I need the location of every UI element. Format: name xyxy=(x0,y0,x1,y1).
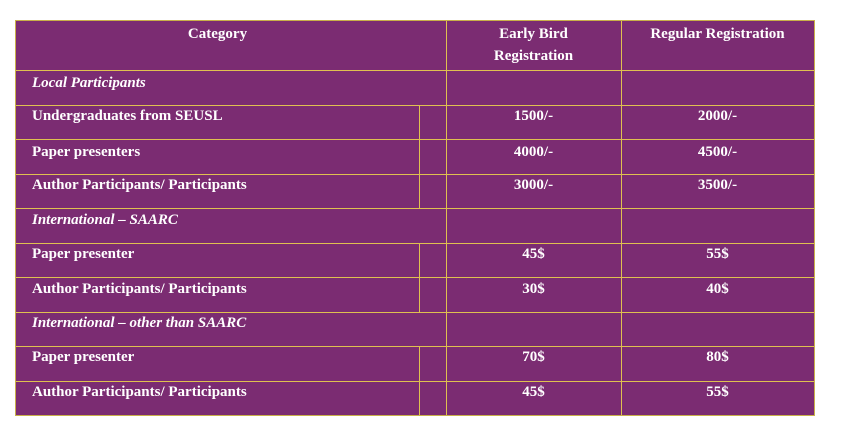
column-divider xyxy=(621,21,622,415)
row-divider xyxy=(16,312,814,313)
early-bird-fee: 30$ xyxy=(522,281,545,297)
row-divider xyxy=(16,346,814,347)
inner-column-divider xyxy=(419,105,420,208)
row-label: Paper presenters xyxy=(32,144,141,160)
regular-fee: 3500/- xyxy=(697,177,738,193)
row-divider xyxy=(16,105,814,106)
early-bird-fee: 1500/- xyxy=(513,108,554,124)
regular-fee: 4500/- xyxy=(697,144,738,160)
regular-fee: 55$ xyxy=(706,384,729,400)
early-bird-fee: 70$ xyxy=(522,349,545,365)
registration-fee-table: Category Early Bird Registration Regular… xyxy=(15,20,815,416)
header-regular-registration: Regular Registration xyxy=(650,26,785,42)
row-label: Undergraduates from SEUSL xyxy=(32,108,223,124)
row-divider xyxy=(16,277,814,278)
regular-fee: 55$ xyxy=(706,246,729,262)
regular-fee: 2000/- xyxy=(697,108,738,124)
row-label: Paper presenter xyxy=(32,349,135,365)
row-divider xyxy=(16,208,814,209)
inner-column-divider xyxy=(419,346,420,415)
section-title-saarc: International – SAARC xyxy=(32,212,178,228)
section-title-local: Local Participants xyxy=(32,75,146,91)
regular-fee: 40$ xyxy=(706,281,729,297)
regular-fee: 80$ xyxy=(706,349,729,365)
header-category: Category xyxy=(187,26,248,42)
row-label: Author Participants/ Participants xyxy=(32,281,247,297)
early-bird-fee: 45$ xyxy=(522,384,545,400)
row-divider xyxy=(16,381,814,382)
section-title-non-saarc: International – other than SAARC xyxy=(32,315,247,331)
early-bird-fee: 4000/- xyxy=(513,144,554,160)
row-label: Paper presenter xyxy=(32,246,135,262)
header-early-bird-line2: Registration xyxy=(493,48,574,64)
row-divider xyxy=(16,139,814,140)
row-label: Author Participants/ Participants xyxy=(32,177,247,193)
early-bird-fee: 3000/- xyxy=(513,177,554,193)
row-label: Author Participants/ Participants xyxy=(32,384,247,400)
column-divider xyxy=(446,21,447,415)
row-divider xyxy=(16,243,814,244)
inner-column-divider xyxy=(419,243,420,312)
header-early-bird-line1: Early Bird xyxy=(499,26,568,42)
row-divider xyxy=(16,174,814,175)
row-divider xyxy=(16,70,814,71)
early-bird-fee: 45$ xyxy=(522,246,545,262)
